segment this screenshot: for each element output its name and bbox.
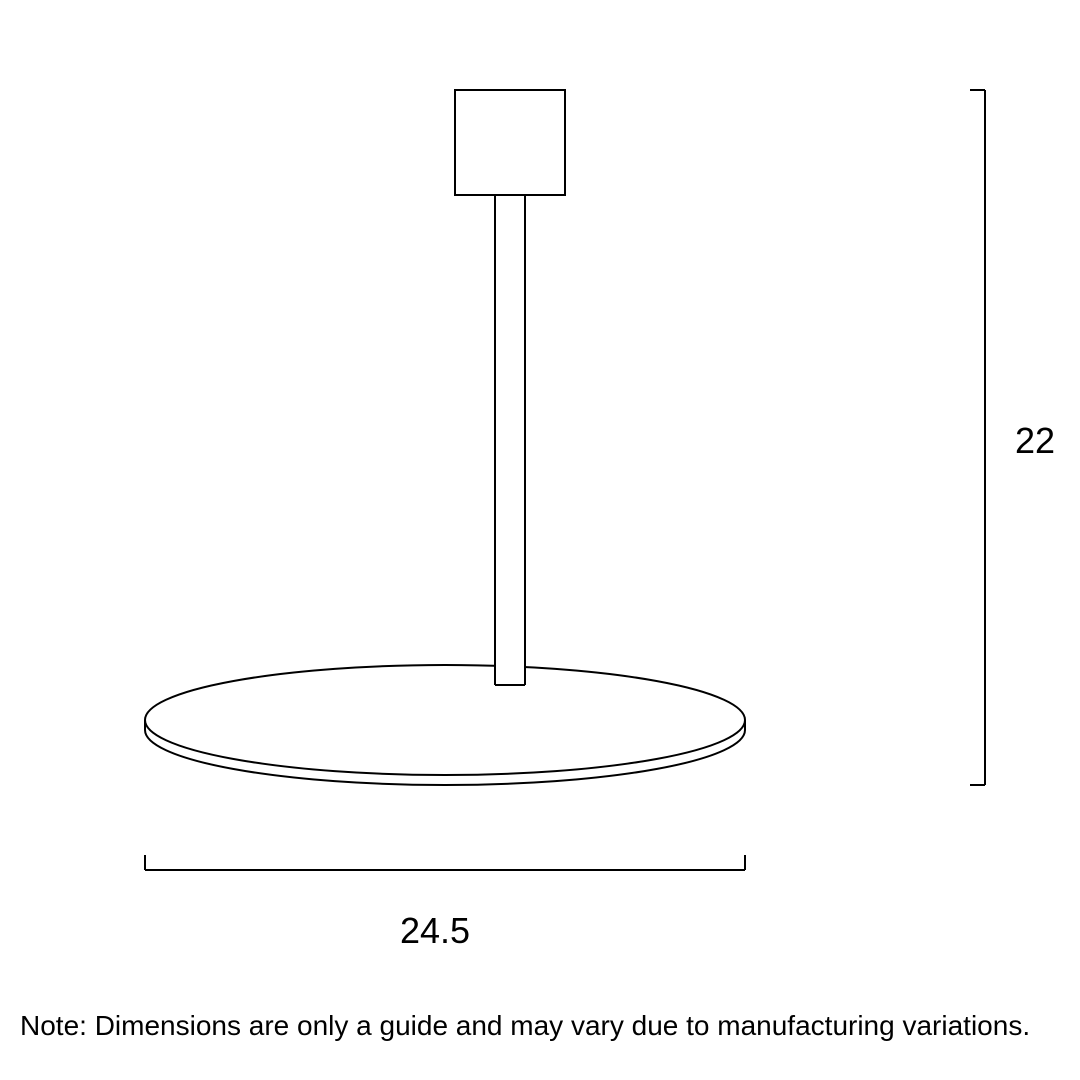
height-dimension-label: 22 [1015, 420, 1055, 462]
diagram-canvas: 24.5 22 Note: Dimensions are only a guid… [0, 0, 1080, 1080]
footnote-text: Note: Dimensions are only a guide and ma… [20, 1010, 1060, 1042]
width-dimension-label: 24.5 [400, 910, 470, 952]
technical-drawing [0, 0, 1080, 1080]
